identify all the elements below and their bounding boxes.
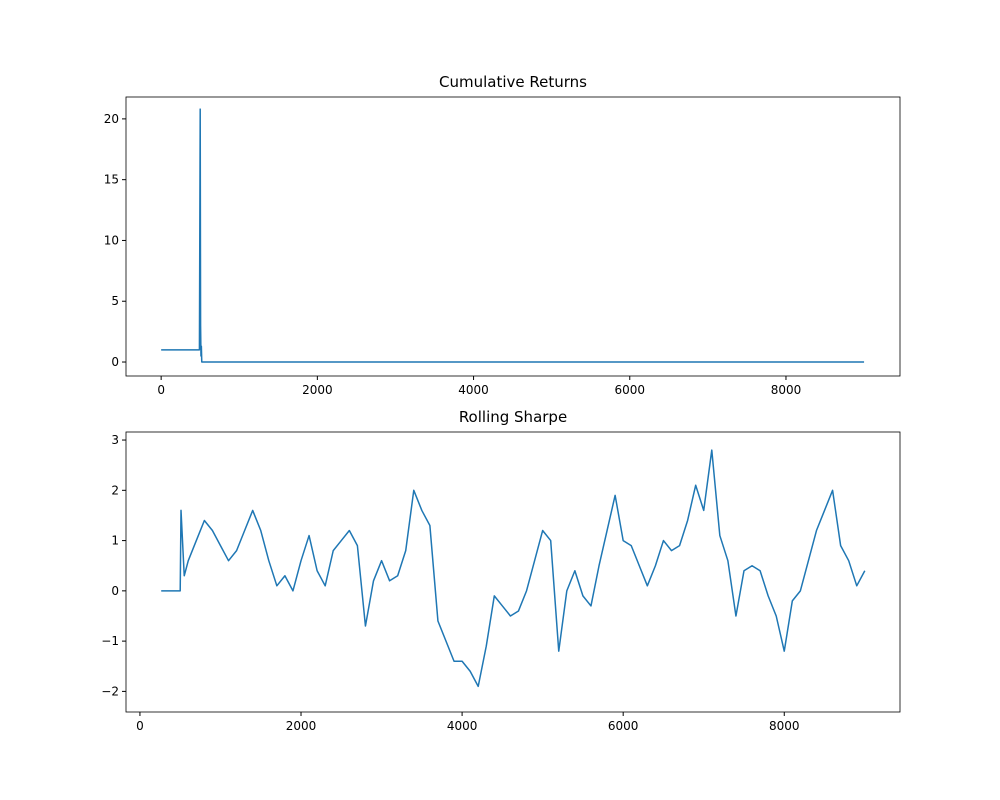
y-tick-label: 3 [111, 433, 119, 447]
y-tick-label: 20 [104, 112, 119, 126]
x-tick-label: 6000 [608, 719, 639, 733]
plot-frame [125, 431, 901, 713]
x-tick-label: 8000 [771, 383, 802, 397]
x-tick-label: 4000 [458, 383, 489, 397]
plot-frame [125, 96, 901, 377]
y-tick-label: 1 [111, 534, 119, 548]
y-tick-label: −1 [101, 634, 119, 648]
y-tick-label: 5 [111, 294, 119, 308]
x-tick-label: 2000 [286, 719, 317, 733]
x-tick-label: 0 [157, 383, 165, 397]
x-tick-label: 0 [136, 719, 144, 733]
line-series [161, 449, 866, 688]
y-tick-label: 15 [104, 173, 119, 187]
x-tick-label: 2000 [302, 383, 333, 397]
x-tick-label: 4000 [447, 719, 478, 733]
y-tick-label: 10 [104, 233, 119, 247]
y-tick-label: 0 [111, 355, 119, 369]
chart-title: Cumulative Returns [439, 73, 587, 91]
chart-title: Rolling Sharpe [459, 408, 567, 426]
y-tick-label: −2 [101, 684, 119, 698]
y-tick-label: 2 [111, 483, 119, 497]
line-series [161, 108, 865, 363]
y-tick-label: 0 [111, 584, 119, 598]
x-tick-label: 6000 [614, 383, 645, 397]
x-tick-label: 8000 [769, 719, 800, 733]
